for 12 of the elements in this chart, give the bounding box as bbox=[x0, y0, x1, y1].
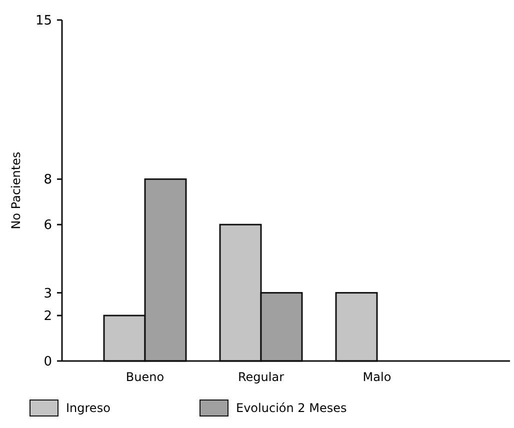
x-tick-label: Regular bbox=[238, 370, 284, 384]
x-tick-label: Bueno bbox=[126, 370, 164, 384]
legend-label: Ingreso bbox=[66, 401, 110, 416]
y-tick-label: 15 bbox=[35, 14, 52, 29]
y-tick-label: 2 bbox=[44, 309, 52, 324]
x-tick-label: Malo bbox=[362, 370, 392, 384]
y-axis-title: No Pacientes bbox=[9, 152, 23, 230]
y-tick-label: 3 bbox=[44, 286, 52, 302]
legend-label: Evolución 2 Meses bbox=[236, 401, 347, 416]
y-tick-label: 8 bbox=[44, 172, 52, 188]
y-tick-label: 6 bbox=[44, 218, 52, 234]
y-tick-label: 0 bbox=[44, 354, 52, 370]
